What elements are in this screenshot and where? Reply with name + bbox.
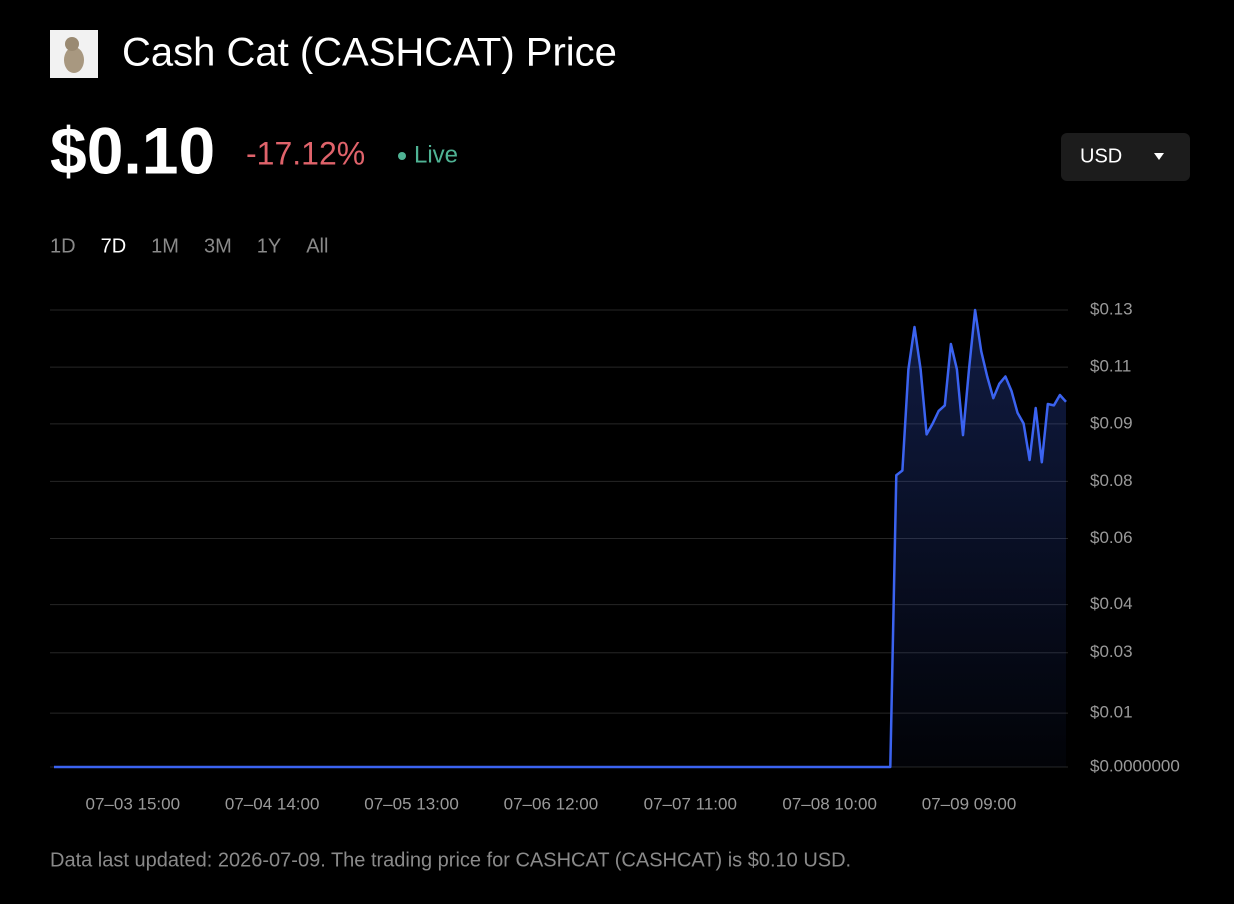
range-button[interactable]: 1Y bbox=[257, 235, 281, 257]
coin-icon-cat bbox=[64, 47, 84, 73]
y-tick-label: $0.0000000 bbox=[1090, 756, 1180, 775]
range-button[interactable]: 7D bbox=[101, 235, 127, 257]
page-title: Cash Cat (CASHCAT) Price bbox=[122, 31, 617, 75]
y-tick-label: $0.11 bbox=[1090, 357, 1131, 376]
dropdown-arrow[interactable] bbox=[1154, 153, 1164, 160]
coin-icon-cat-head bbox=[65, 37, 79, 51]
y-tick-label: $0.01 bbox=[1090, 703, 1133, 722]
live-status: Live bbox=[414, 141, 458, 168]
y-tick-label: $0.04 bbox=[1090, 594, 1133, 613]
price-change: -17.12% bbox=[246, 135, 365, 171]
range-button[interactable]: 3M bbox=[204, 235, 232, 257]
y-tick-label: $0.03 bbox=[1090, 642, 1133, 661]
price-area bbox=[54, 310, 1066, 767]
y-tick-label: $0.08 bbox=[1090, 471, 1133, 490]
live-dot bbox=[398, 152, 406, 160]
currency-select[interactable] bbox=[1061, 133, 1190, 181]
x-tick-label: 07–08 10:00 bbox=[782, 794, 877, 813]
x-tick-label: 07–03 15:00 bbox=[86, 794, 181, 813]
currency-label[interactable]: USD bbox=[1080, 145, 1122, 167]
range-button[interactable]: All bbox=[306, 235, 328, 257]
x-tick-label: 07–09 09:00 bbox=[922, 794, 1017, 813]
y-tick-label: $0.09 bbox=[1090, 413, 1133, 432]
y-tick-label: $0.13 bbox=[1090, 299, 1133, 318]
footer-note: Data last updated: 2026-07-09. The tradi… bbox=[50, 849, 851, 871]
x-tick-label: 07–04 14:00 bbox=[225, 794, 320, 813]
x-tick-label: 07–07 11:00 bbox=[644, 794, 737, 813]
x-tick-label: 07–06 12:00 bbox=[504, 794, 599, 813]
price: $0.10 bbox=[50, 113, 215, 187]
range-button[interactable]: 1D bbox=[50, 235, 76, 257]
y-tick-label: $0.06 bbox=[1090, 528, 1133, 547]
range-button[interactable]: 1M bbox=[151, 235, 179, 257]
x-tick-label: 07–05 13:00 bbox=[364, 794, 459, 813]
price-line bbox=[54, 308, 1067, 769]
